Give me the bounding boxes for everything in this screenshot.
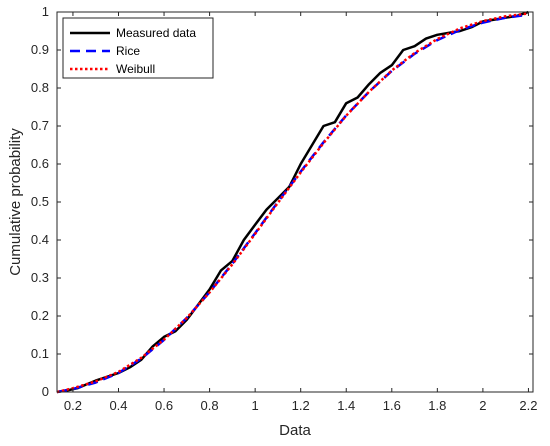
x-tick-label: 0.4: [109, 398, 127, 413]
plot-lines: [56, 10, 529, 394]
y-tick-label: 0.9: [31, 42, 49, 57]
x-tick-label: 1.8: [428, 398, 446, 413]
x-tick-label: 1.4: [337, 398, 355, 413]
legend-label: Measured data: [116, 26, 196, 40]
y-tick-label: 0.4: [31, 232, 49, 247]
y-tick-label: 0.6: [31, 156, 49, 171]
x-tick-label: 1.6: [383, 398, 401, 413]
y-tick-label: 0.5: [31, 194, 49, 209]
series-line-weibull: [56, 12, 529, 394]
legend: Measured data Rice Weibull: [62, 17, 214, 79]
x-tick-label: 0.6: [155, 398, 173, 413]
x-tick-label: 1: [252, 398, 259, 413]
y-tick-label: 0.8: [31, 80, 49, 95]
x-axis-title: Data: [279, 422, 311, 439]
legend-label: Weibull: [116, 62, 155, 76]
axis-ticks: 0.2 0.4 0.6 0.8 1 1.2 1.4 1.6 1.8 2 2.2 0 0.1 0.2 0.3 0…: [31, 4, 538, 413]
x-tick-label: 0.2: [64, 398, 82, 413]
x-tick-label: 2.2: [519, 398, 537, 413]
y-tick-label: 0.2: [31, 308, 49, 323]
y-tick-label: 0: [42, 384, 49, 399]
y-tick-label: 0.7: [31, 118, 49, 133]
legend-box: [62, 17, 214, 79]
x-tick-label: 2: [479, 398, 486, 413]
y-axis-title: Cumulative probability: [7, 128, 24, 276]
x-tick-label: 0.8: [201, 398, 219, 413]
y-tick-label: 0.1: [31, 346, 49, 361]
y-tick-label: 0.3: [31, 270, 49, 285]
y-tick-label: 1: [42, 4, 49, 19]
legend-label: Rice: [116, 44, 140, 58]
x-tick-label: 1.2: [292, 398, 310, 413]
